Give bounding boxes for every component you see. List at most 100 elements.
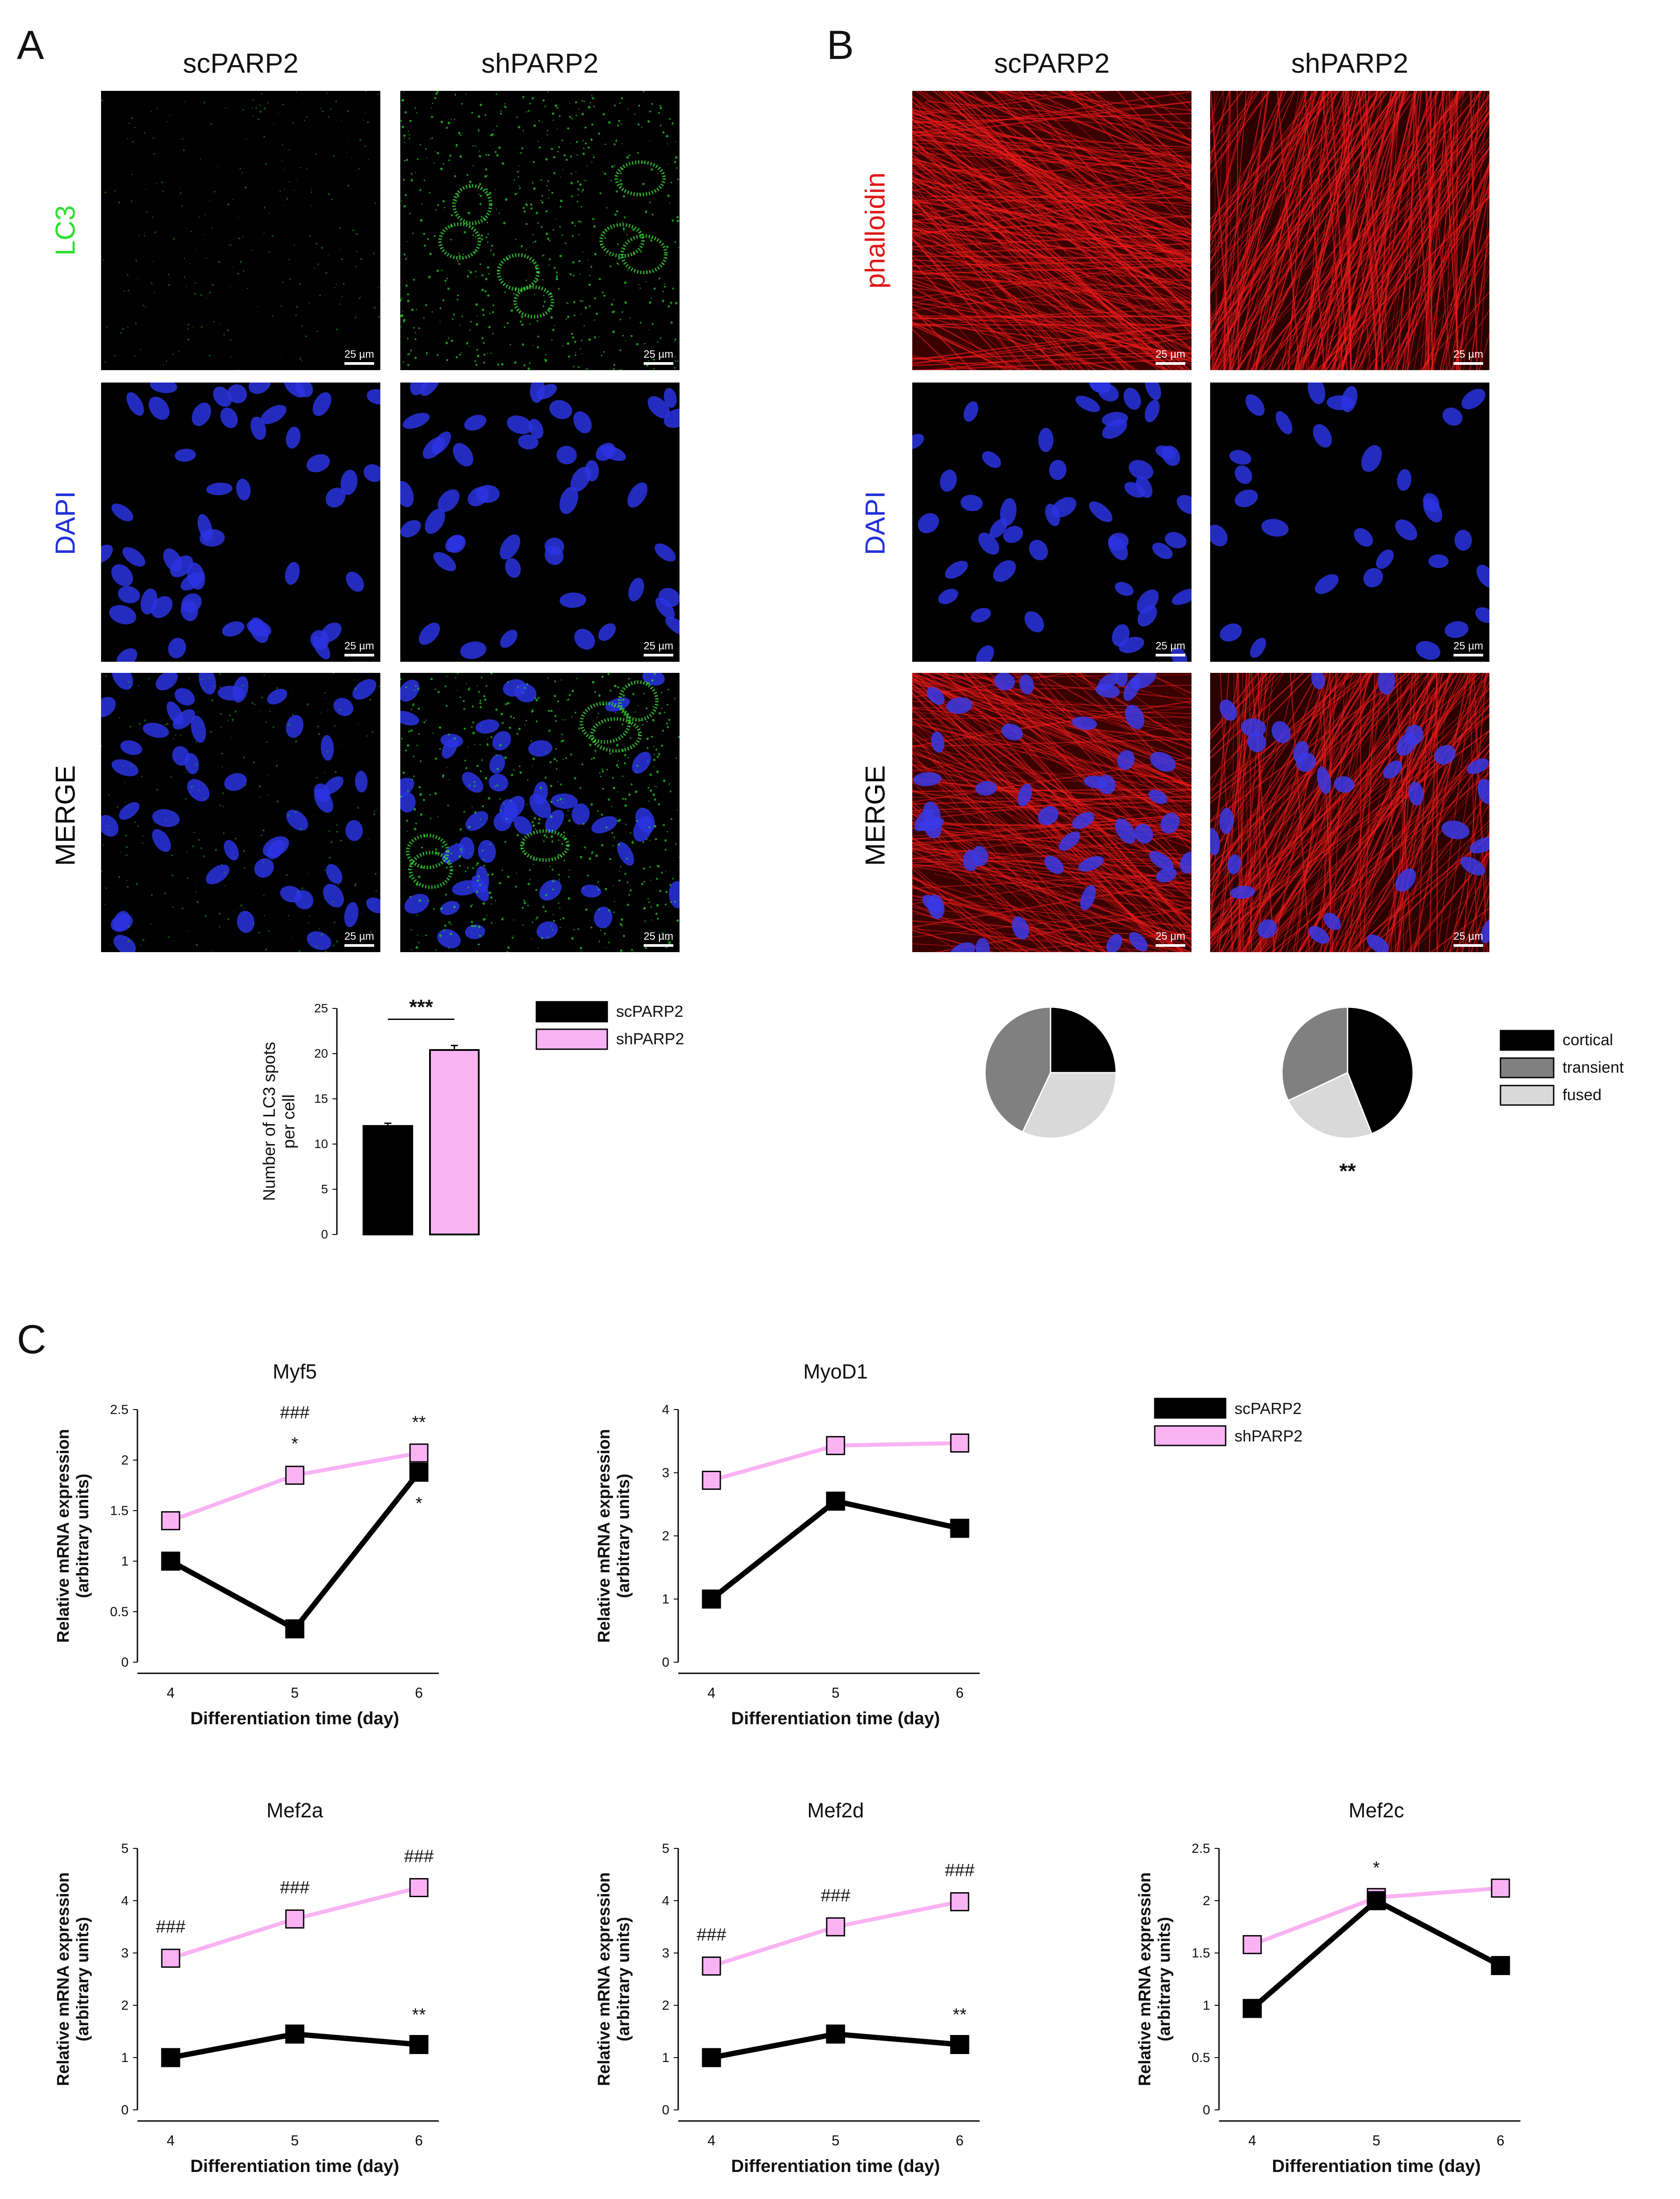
- line-chart-myf5: Myf5 0 0.5 1 1.5 2 2.5 4 5 6 Differentiation time …: [54, 1360, 439, 1728]
- significance-label: ###: [280, 1403, 310, 1422]
- scale-bar: 25 µm: [643, 348, 673, 365]
- line-chart-myod1: MyoD1 0 1 2 3 4 4 5 6 Differentiation time (day) R…: [595, 1360, 980, 1728]
- y-tick-label: 0: [662, 2103, 669, 2117]
- pie-slice-cortical: [1347, 1006, 1414, 1135]
- point-shPARP2: [285, 1909, 305, 1929]
- panel-a-row-merge: MERGE: [50, 765, 81, 866]
- scale-bar: 25 µm: [1453, 348, 1483, 365]
- scale-bar: 25 µm: [1155, 930, 1185, 947]
- micrograph-b-phalloidin-scparp2: 25 µm: [912, 91, 1192, 370]
- panel-a-letter: A: [17, 23, 44, 68]
- x-axis-label: Differentiation time (day): [1272, 2156, 1481, 2176]
- point-scPARP2: [1491, 1956, 1510, 1975]
- series-line-scPARP2: [169, 1470, 421, 1633]
- y-axis-label: Relative mRNA expression(arbitrary units…: [54, 1429, 92, 1643]
- micrograph-b-merge-scparp2: 25 µm: [912, 673, 1192, 952]
- point-scPARP2: [702, 2048, 721, 2067]
- micrograph-a-dapi-scparp2: 25 µm: [101, 383, 380, 662]
- pie-slice-fused: [1021, 1072, 1117, 1139]
- y-tick-label: 4: [662, 1894, 669, 1908]
- legend-swatch-scPARP2: [1154, 1398, 1227, 1419]
- scale-bar: 25 µm: [1453, 930, 1483, 947]
- legend-swatch-scPARP2: [535, 1001, 608, 1023]
- panel-b-row-dapi: DAPI: [860, 491, 891, 555]
- y-tick-label: 15: [314, 1092, 328, 1105]
- scale-bar-label: 25 µm: [344, 640, 374, 652]
- x-tick-label: 6: [956, 1685, 964, 1701]
- significance-label: **: [412, 2005, 426, 2024]
- line-chart-mef2d: Mef2d 0 1 2 3 4 5 4 5 6 Differentiation time (day)…: [595, 1799, 980, 2176]
- panel-b-letter: B: [827, 23, 854, 68]
- pie-slice-transient: [1281, 1006, 1348, 1102]
- point-scPARP2: [826, 2024, 845, 2044]
- pie-slice-fused: [1287, 1071, 1373, 1139]
- y-tick-label: 4: [662, 1402, 669, 1417]
- legend-swatch-transient: [1500, 1057, 1555, 1078]
- point-shPARP2: [702, 1471, 721, 1490]
- pie-significance: **: [1339, 1160, 1356, 1183]
- y-axis-label: Relative mRNA expression(arbitrary units…: [1136, 1872, 1174, 2086]
- point-shPARP2: [1242, 1935, 1262, 1954]
- panel-a-col-scparp2: scPARP2: [183, 48, 299, 79]
- scale-bar-label: 25 µm: [1155, 640, 1185, 652]
- y-tick-label: 3: [662, 1466, 669, 1480]
- x-tick-label: 4: [167, 2133, 175, 2148]
- panel-b-row-merge: MERGE: [860, 765, 891, 866]
- y-tick-label: 1.5: [110, 1504, 129, 1518]
- point-shPARP2: [1491, 1879, 1510, 1898]
- x-axis-label: Differentiation time (day): [731, 1709, 940, 1728]
- y-tick-label: 1: [121, 1554, 129, 1569]
- x-tick-label: 4: [707, 2133, 715, 2148]
- point-scPARP2: [950, 1519, 969, 1538]
- line-chart-mef2c: Mef2c 0 0.5 1 1.5 2 2.5 4 5 6 Differentiation time…: [1136, 1799, 1520, 2176]
- micrograph-b-dapi-shparp2: 25 µm: [1210, 383, 1489, 662]
- significance-label: ###: [945, 1861, 975, 1880]
- point-scPARP2: [285, 1619, 305, 1639]
- significance-label: ###: [697, 1925, 727, 1945]
- legend-label-shPARP2: shPARP2: [1235, 1427, 1302, 1445]
- lc3-bar-chart: 0 5 10 15 20 25 Number of LC3 spotsper cell ***…: [260, 995, 684, 1241]
- scale-bar: 25 µm: [1155, 348, 1185, 365]
- y-tick-label: 1.5: [1192, 1946, 1210, 1961]
- x-tick-label: 5: [832, 1685, 840, 1701]
- significance-label: ###: [156, 1917, 186, 1937]
- y-axis-label: Number of LC3 spotsper cell: [260, 1042, 298, 1201]
- y-tick-label: 2: [1203, 1894, 1210, 1908]
- point-scPARP2: [702, 1590, 721, 1609]
- point-scPARP2: [950, 2035, 969, 2054]
- significance-label: ###: [280, 1878, 310, 1898]
- pie-legend: cortical transient fused: [1500, 1030, 1624, 1106]
- y-axis-label: Relative mRNA expression(arbitrary units…: [595, 1872, 633, 2086]
- significance-label: *: [415, 1494, 422, 1513]
- legend-label-cortical: cortical: [1563, 1031, 1613, 1049]
- legend-label-scPARP2: scPARP2: [1235, 1399, 1301, 1418]
- series-line-shPARP2: [170, 1451, 419, 1523]
- x-axis-label: Differentiation time (day): [190, 1709, 399, 1728]
- micrograph-a-lc3-shparp2: 25 µm: [400, 91, 680, 370]
- y-tick-label: 5: [321, 1182, 328, 1196]
- significance-label: **: [412, 1413, 426, 1432]
- point-shPARP2: [950, 1892, 969, 1911]
- y-tick-label: 3: [662, 1946, 669, 1961]
- point-scPARP2: [826, 1492, 845, 1511]
- y-tick-label: 5: [662, 1841, 669, 1856]
- point-scPARP2: [161, 1551, 180, 1571]
- y-tick-label: 1: [662, 2051, 669, 2065]
- y-tick-label: 1: [121, 2051, 129, 2065]
- micrograph-a-merge-scparp2: 25 µm: [101, 673, 380, 952]
- scale-bar: 25 µm: [643, 930, 673, 947]
- micrograph-b-dapi-scparp2: 25 µm: [912, 383, 1192, 662]
- bar-scPARP2: [363, 1125, 413, 1236]
- micrograph-a-dapi-shparp2: 25 µm: [400, 383, 680, 662]
- y-tick-label: 0: [321, 1227, 328, 1241]
- legend-label-transient: transient: [1563, 1058, 1624, 1076]
- x-axis-label: Differentiation time (day): [190, 2156, 399, 2176]
- legend-label-fused: fused: [1563, 1086, 1602, 1104]
- y-axis-label: Relative mRNA expression(arbitrary units…: [54, 1872, 92, 2086]
- panel-b-col-shparp2: shPARP2: [1291, 48, 1409, 79]
- micrograph-b-merge-shparp2: 25 µm: [1210, 673, 1489, 952]
- legend-swatch-fused: [1500, 1085, 1555, 1106]
- legend-swatch-shPARP2: [1154, 1425, 1227, 1446]
- y-tick-label: 2.5: [110, 1402, 129, 1417]
- pie-slice-cortical: [1050, 1006, 1117, 1074]
